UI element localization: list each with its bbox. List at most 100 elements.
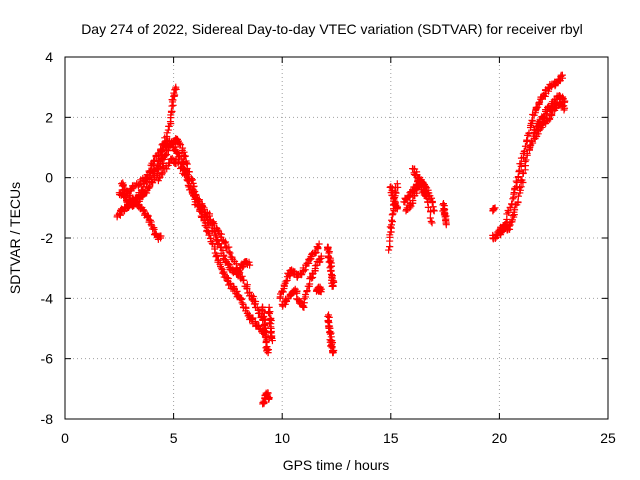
data-point: [514, 173, 522, 181]
series-arc-u: [489, 71, 567, 243]
data-point: [157, 154, 165, 162]
data-point: [159, 147, 167, 155]
data-point: [152, 165, 160, 173]
data-point: [329, 282, 337, 290]
data-point: [388, 218, 396, 226]
data-point: [213, 252, 221, 260]
data-point: [312, 249, 320, 257]
data-point: [419, 186, 427, 194]
series-arc-f: [258, 303, 272, 357]
data-point: [388, 216, 396, 224]
data-point: [516, 184, 524, 192]
data-point: [237, 295, 245, 303]
data-point: [522, 156, 530, 164]
data-point: [200, 216, 208, 224]
data-point: [268, 337, 276, 345]
data-point: [144, 213, 152, 221]
data-point: [243, 285, 251, 293]
x-tick-label: 5: [170, 430, 178, 446]
data-point: [535, 100, 543, 108]
y-tick-label: -2: [41, 230, 54, 246]
y-axis-label: SDTVAR / TECUs: [7, 182, 23, 294]
data-point: [498, 227, 506, 235]
data-point: [426, 214, 434, 222]
data-point: [220, 270, 228, 278]
data-point: [126, 186, 134, 194]
series-arc-w: [530, 99, 569, 143]
data-point: [180, 167, 188, 175]
data-point: [180, 151, 188, 159]
series-arc-q: [402, 173, 436, 227]
data-point: [426, 208, 434, 216]
plot-frame: [64, 56, 609, 420]
data-point: [172, 83, 180, 91]
data-point: [265, 309, 273, 317]
data-point: [424, 203, 432, 211]
series-arc-n: [385, 180, 402, 254]
data-point: [506, 204, 514, 212]
data-point: [146, 216, 154, 224]
data-point: [175, 158, 183, 166]
x-tick-label: 10: [274, 430, 290, 446]
series-arc-h: [259, 389, 273, 408]
data-point: [545, 115, 553, 123]
data-point: [503, 210, 511, 218]
x-axis-label: GPS time / hours: [283, 457, 390, 473]
data-point: [145, 184, 153, 192]
data-point: [197, 212, 205, 220]
data-point: [147, 218, 155, 226]
data-point: [528, 116, 536, 124]
data-point: [173, 148, 181, 156]
data-point: [324, 246, 332, 254]
data-point: [413, 171, 421, 179]
data-point: [317, 285, 325, 293]
data-point: [208, 219, 216, 227]
series-arc-d: [126, 83, 180, 195]
data-point: [316, 255, 324, 263]
data-point: [495, 226, 503, 234]
series-arc-s: [439, 200, 450, 229]
data-point: [223, 244, 231, 252]
data-point: [393, 180, 401, 188]
chart-title: Day 274 of 2022, Sidereal Day-to-day VTE…: [81, 21, 583, 37]
series-arc-v: [495, 92, 569, 236]
data-point: [393, 204, 401, 212]
data-point: [518, 176, 526, 184]
y-tick-label: 0: [45, 170, 53, 186]
data-point: [161, 142, 169, 150]
data-point: [538, 123, 546, 131]
series-arc-j: [278, 252, 325, 311]
data-point: [181, 171, 189, 179]
data-point: [168, 154, 176, 162]
data-point: [513, 179, 521, 187]
data-point: [561, 104, 569, 112]
y-tick-label: -4: [41, 290, 54, 306]
data-point: [201, 222, 209, 230]
x-tick-label: 15: [383, 430, 399, 446]
data-point: [226, 249, 234, 257]
data-point: [491, 204, 499, 212]
data-point: [228, 253, 236, 261]
data-point: [558, 71, 566, 79]
data-point: [178, 163, 186, 171]
data-point: [427, 217, 435, 225]
data-point: [158, 168, 166, 176]
data-point: [314, 244, 322, 252]
data-point: [265, 394, 273, 402]
data-point: [387, 183, 395, 191]
data-point: [509, 195, 517, 203]
data-point: [240, 276, 248, 284]
data-point: [119, 181, 127, 189]
y-tick-label: 2: [45, 109, 53, 125]
data-point: [246, 261, 254, 269]
data-point: [259, 398, 267, 406]
data-point: [430, 206, 438, 214]
x-tick-label: 25: [600, 430, 616, 446]
data-point: [505, 222, 513, 230]
data-point: [217, 264, 225, 272]
data-point: [422, 192, 430, 200]
data-point: [211, 231, 219, 239]
data-point: [529, 117, 537, 125]
data-point: [156, 155, 164, 163]
